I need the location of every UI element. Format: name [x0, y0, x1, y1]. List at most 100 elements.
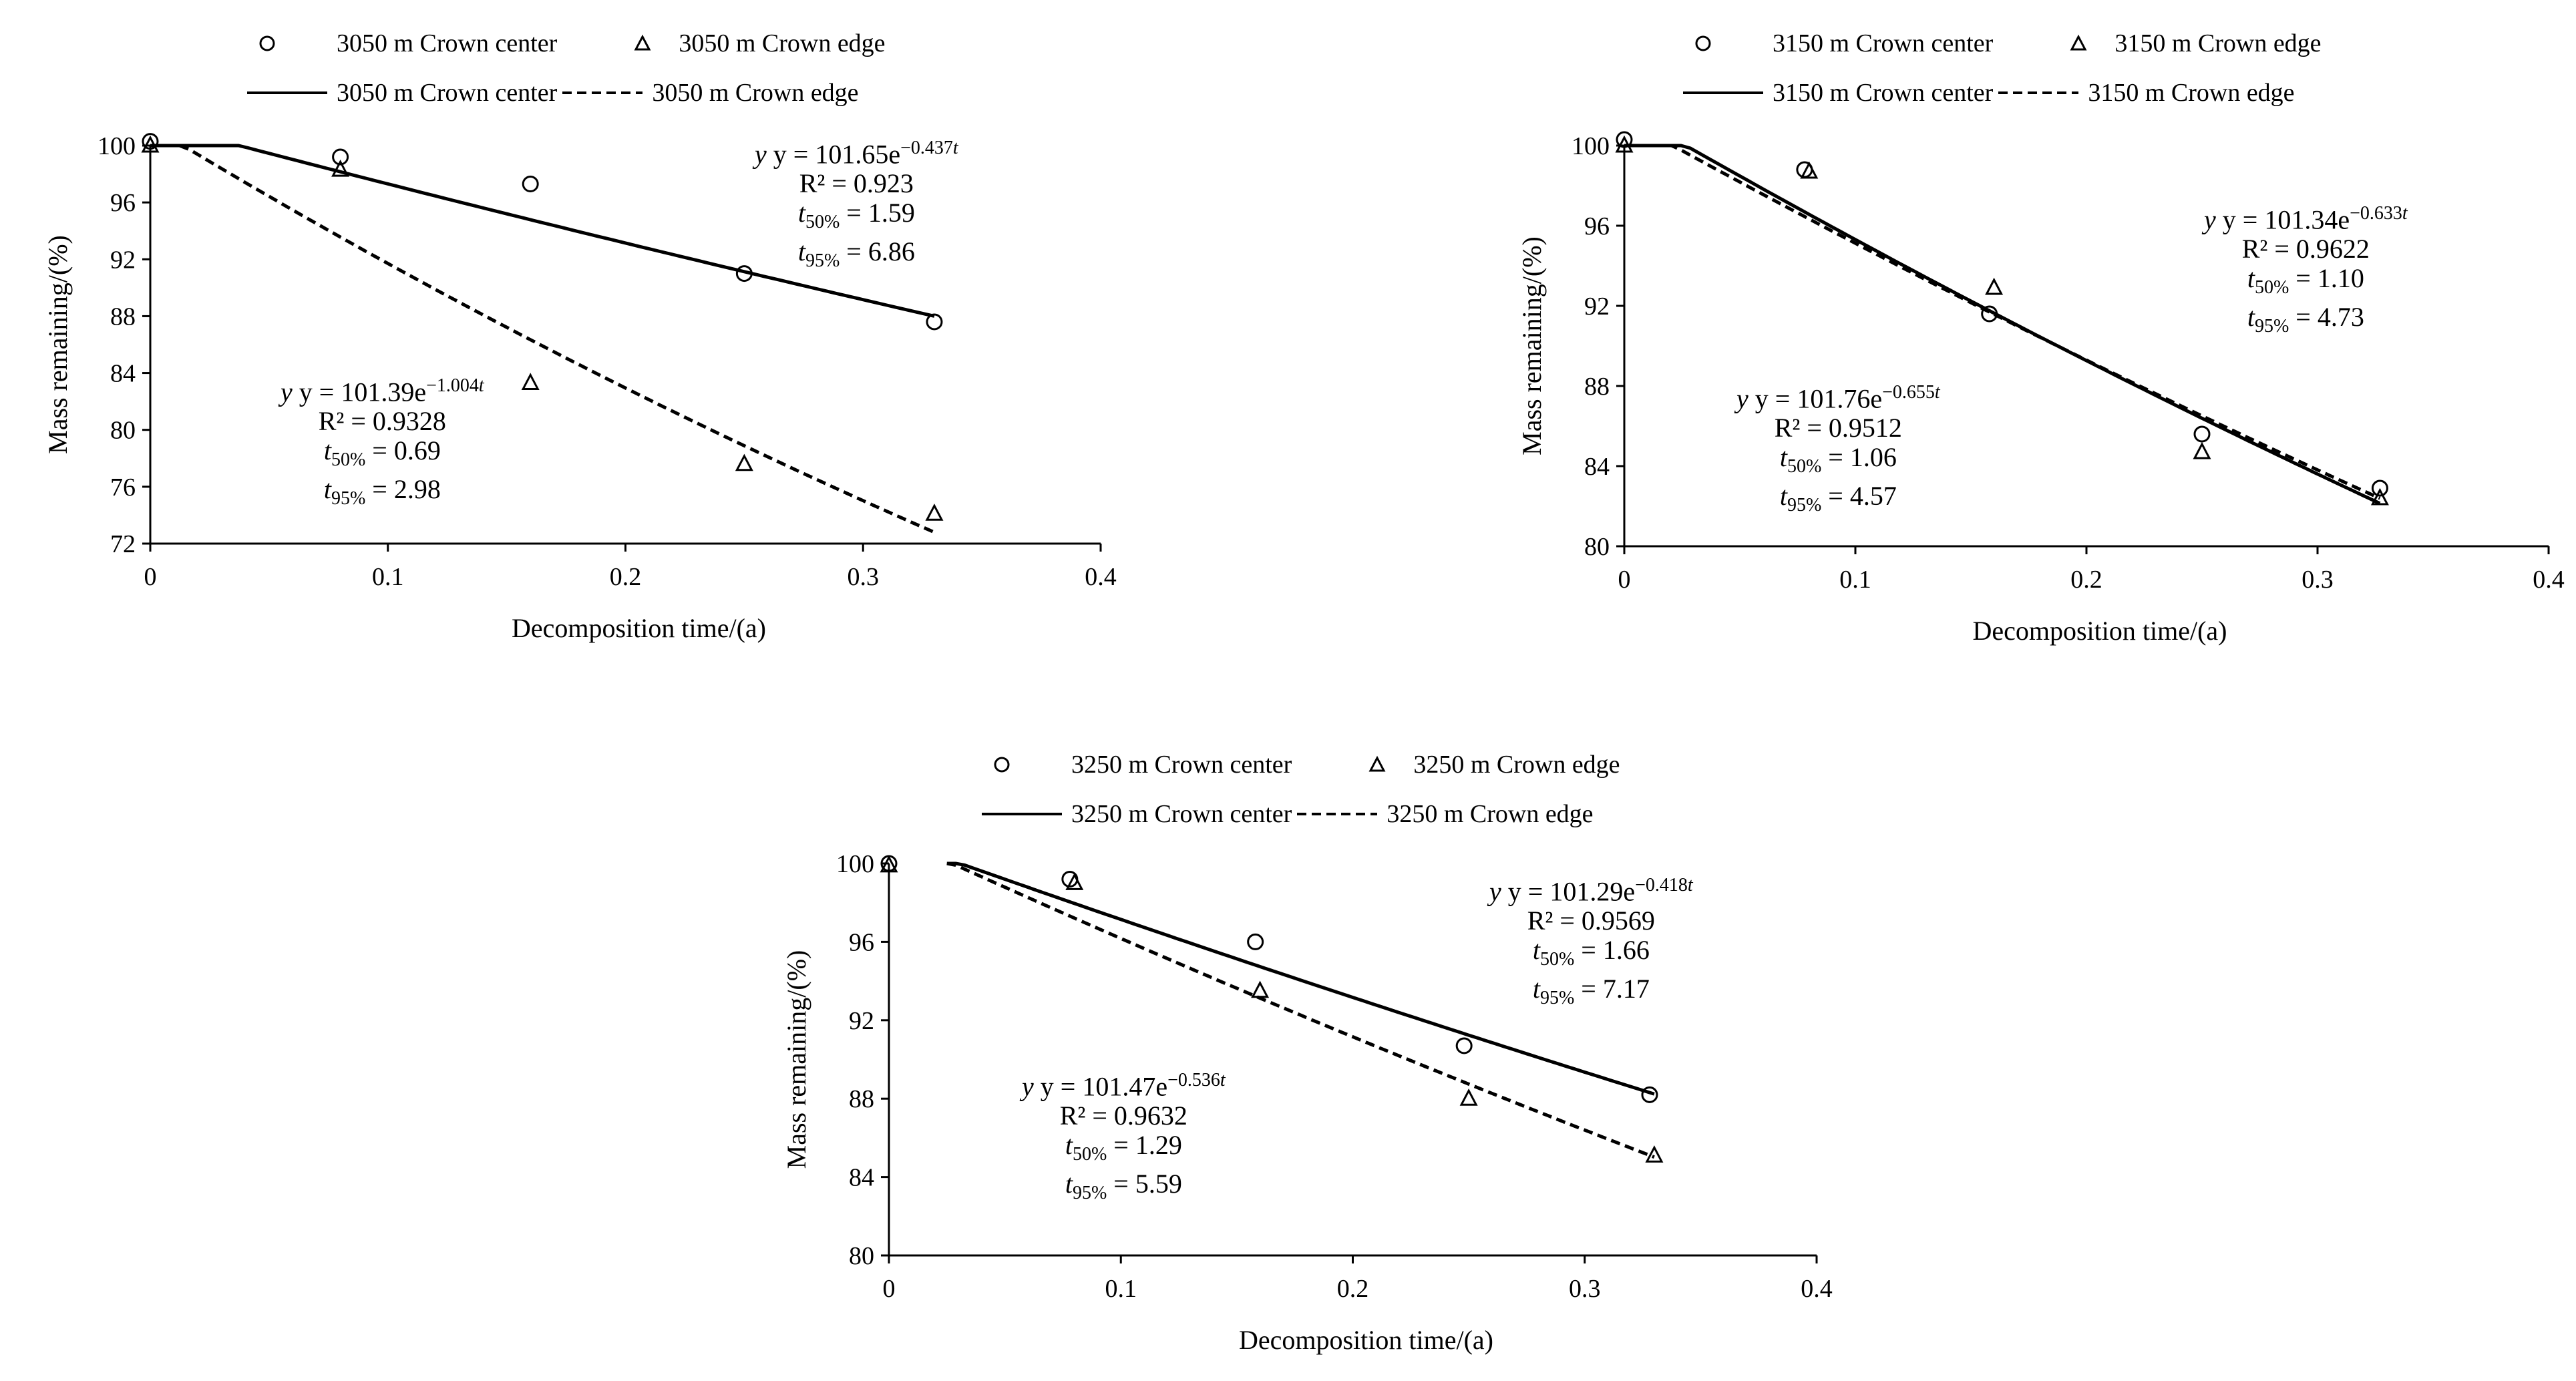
legend: 3050 m Crown center 3050 m Crown edge 30… — [247, 19, 918, 118]
triangle-marker-icon — [1324, 751, 1404, 778]
legend-item: 3150 m Crown center — [1683, 78, 1993, 108]
data-point-circle — [926, 313, 943, 331]
data-point-circle — [1616, 131, 1633, 148]
legend-label: 3250 m Crown edge — [1413, 751, 1620, 779]
chart-3050: 3050 m Crown center 3050 m Crown edge 30… — [0, 0, 1135, 668]
fit-line-dashed — [1624, 144, 2381, 500]
y-tick-label: 80 — [110, 417, 136, 445]
equation-text: y = 101.47e — [1040, 1071, 1168, 1102]
dashed-line-icon — [1297, 801, 1378, 827]
y-tick-label: 96 — [110, 189, 136, 217]
y-tick-label: 100 — [98, 132, 136, 160]
data-point-triangle — [2370, 487, 2389, 506]
legend-item: 3150 m Crown edge — [1998, 78, 2295, 108]
equation-exponent: −0.655 — [1882, 382, 1935, 403]
legend-label: 3150 m Crown center — [1773, 79, 1994, 107]
data-point-circle — [735, 265, 753, 282]
equation-text: y = 101.39e — [299, 377, 427, 407]
data-point-triangle — [925, 504, 944, 521]
legend: 3250 m Crown center 3250 m Crown edge 32… — [982, 740, 1652, 839]
y-tick-label: 80 — [849, 1242, 874, 1270]
data-point-circle — [1981, 305, 1998, 323]
fit-annotation-edge: y y = 101.39e−1.004t R² = 0.9328 t50% = … — [281, 375, 484, 510]
data-point-triangle — [735, 453, 753, 471]
x-axis-label: Decomposition time/(a) — [512, 613, 766, 643]
y-tick-label: 76 — [110, 473, 136, 502]
data-point-triangle — [1985, 277, 2004, 295]
fit-line-dashed — [150, 144, 936, 534]
y-tick-label: 96 — [849, 928, 874, 956]
y-tick-label: 84 — [849, 1164, 874, 1192]
data-point-triangle — [1645, 1145, 1664, 1163]
y-tick-label: 96 — [1584, 212, 1610, 240]
fit-annotation-center: y y = 101.76e−0.655t R² = 0.9512 t50% = … — [1736, 382, 1940, 516]
t95-value: = 7.17 — [1581, 974, 1650, 1004]
x-tick-label: 0.3 — [1569, 1275, 1601, 1303]
t50-value: = 1.66 — [1581, 935, 1650, 966]
circle-marker-icon — [1683, 30, 1763, 57]
data-point-triangle — [331, 159, 350, 177]
y-tick-label: 88 — [110, 303, 136, 331]
fit-annotation-edge: y y = 101.34e−0.633t R² = 0.9622 t50% = … — [2204, 203, 2408, 337]
fit-line-solid — [150, 144, 935, 318]
data-point-circle — [2193, 425, 2211, 443]
plot-area: 80 84 88 92 96 100 0 0.1 0.2 0.3 0.4 Decomposition … — [781, 850, 1833, 1355]
x-tick-label: 0.1 — [1105, 1275, 1137, 1303]
x-tick-label: 0.4 — [1801, 1275, 1833, 1303]
fit-annotation-center: y y = 101.65e−0.437t R² = 0.923 t50% = 1… — [755, 138, 958, 272]
data-point-triangle — [1615, 135, 1634, 153]
dashed-line-icon — [562, 79, 643, 106]
x-tick-label: 0.4 — [2533, 566, 2565, 594]
data-point-triangle — [1800, 161, 1819, 179]
x-tick-label: 0.2 — [2070, 566, 2102, 594]
fit-line-solid — [946, 861, 1655, 1096]
y-tick-label: 92 — [1584, 292, 1610, 321]
fit-annotation-edge: y y = 101.47e−0.536t R² = 0.9632 t50% = … — [1022, 1070, 1226, 1204]
x-tick-label: 0.2 — [1337, 1275, 1369, 1303]
legend: 3150 m Crown center 3150 m Crown edge 31… — [1683, 19, 2354, 118]
r-squared: R² = 0.9512 — [1774, 413, 1902, 443]
t95-value: = 4.57 — [1828, 481, 1897, 512]
data-point-circle — [2371, 479, 2388, 497]
legend-item: 3050 m Crown edge — [562, 78, 859, 108]
equation-exponent: −1.004 — [426, 375, 479, 396]
t50-value: = 1.06 — [1828, 442, 1897, 473]
equation-exponent: −0.633 — [2350, 203, 2402, 224]
r-squared: R² = 0.9569 — [1527, 906, 1655, 936]
solid-line-icon — [1683, 79, 1763, 106]
legend-item: 3050 m Crown center — [247, 78, 557, 108]
data-point-triangle — [1251, 980, 1270, 998]
x-tick-label: 0.1 — [372, 563, 404, 591]
legend-item: 3250 m Crown center — [982, 799, 1292, 829]
circle-marker-icon — [247, 30, 327, 57]
legend-label: 3050 m Crown center — [337, 79, 558, 107]
y-tick-label: 84 — [110, 360, 136, 388]
legend-label: 3150 m Crown edge — [2088, 79, 2295, 107]
data-point-circle — [1247, 933, 1264, 950]
r-squared: R² = 0.9622 — [2241, 234, 2370, 264]
legend-label: 3150 m Crown edge — [2114, 29, 2322, 57]
legend-item: 3150 m Crown edge — [2025, 29, 2322, 58]
solid-line-icon — [247, 79, 327, 106]
data-point-triangle — [141, 135, 160, 153]
chart-3250: 3250 m Crown center 3250 m Crown edge 32… — [735, 721, 1870, 1381]
equation-text: y = 101.34e — [2222, 204, 2350, 235]
circle-marker-icon — [982, 751, 1062, 778]
legend-item: 3250 m Crown center — [982, 750, 1292, 779]
dashed-line-icon — [1998, 79, 2079, 106]
legend-label: 3250 m Crown center — [1071, 800, 1292, 828]
x-axis-label: Decomposition time/(a) — [1239, 1325, 1493, 1355]
data-point-circle — [1455, 1037, 1473, 1054]
legend-item: 3150 m Crown center — [1683, 29, 1993, 58]
t50-value: = 1.29 — [1113, 1130, 1182, 1161]
y-tick-label: 84 — [1584, 453, 1610, 481]
data-point-triangle — [2193, 441, 2211, 459]
legend-label: 3050 m Crown center — [337, 29, 558, 57]
legend-item: 3050 m Crown edge — [589, 29, 886, 58]
solid-line-icon — [982, 801, 1062, 827]
legend-label: 3050 m Crown edge — [679, 29, 886, 57]
t50-value: = 1.10 — [2295, 263, 2364, 294]
legend-label: 3250 m Crown center — [1071, 751, 1292, 779]
data-point-triangle — [880, 855, 898, 873]
t95-value: = 2.98 — [372, 474, 441, 505]
